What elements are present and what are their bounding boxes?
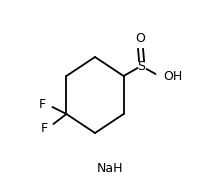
Text: O: O (135, 32, 145, 45)
Text: F: F (38, 97, 45, 111)
Text: F: F (40, 121, 47, 134)
Text: OH: OH (163, 70, 182, 83)
Text: NaH: NaH (96, 162, 122, 175)
Text: S: S (137, 60, 145, 73)
